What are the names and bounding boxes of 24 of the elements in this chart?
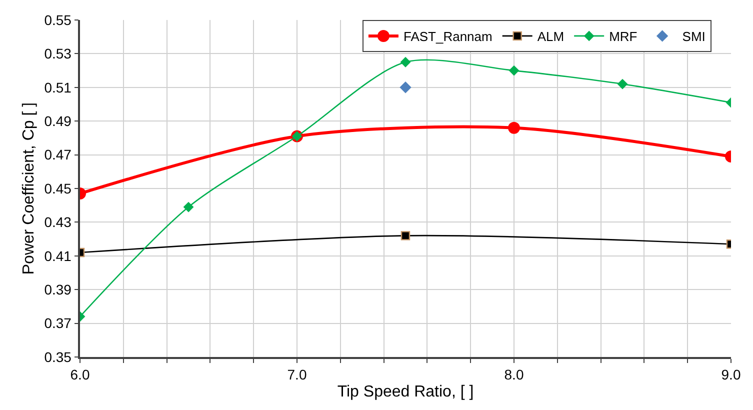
x-tick-label: 6.0	[70, 366, 90, 383]
y-tick-label: 0.45	[44, 180, 72, 196]
y-tick-label: 0.51	[44, 79, 72, 96]
y-tick-label: 0.53	[44, 46, 72, 62]
y-tick-label: 0.43	[44, 214, 72, 230]
y-tick-label: 0.39	[44, 282, 72, 298]
point	[400, 56, 411, 68]
y-tick-label: 0.35	[44, 348, 72, 365]
y-tick-label: 0.49	[44, 113, 72, 129]
legend-label: ALM	[537, 29, 564, 44]
point	[400, 82, 412, 94]
y-tick-label: 0.55	[44, 12, 72, 28]
point	[508, 65, 520, 76]
y-tick-label: 0.37	[44, 315, 72, 332]
legend-label: FAST_Rannam	[403, 29, 492, 44]
x-tick-label: 7.0	[287, 366, 307, 383]
legend-label: SMI	[682, 29, 706, 44]
y-tick-label: 0.47	[44, 146, 72, 163]
x-tick-label: 9.0	[721, 366, 741, 383]
legend-label: MRF	[609, 29, 638, 44]
y-tick-label: 0.41	[44, 248, 72, 264]
y-axis-title: Power Coefficient, Cp [ ]	[20, 102, 38, 275]
x-tick-label: 8.0	[504, 366, 524, 383]
x-axis-title: Tip Speed Ratio, [ ]	[337, 384, 474, 401]
